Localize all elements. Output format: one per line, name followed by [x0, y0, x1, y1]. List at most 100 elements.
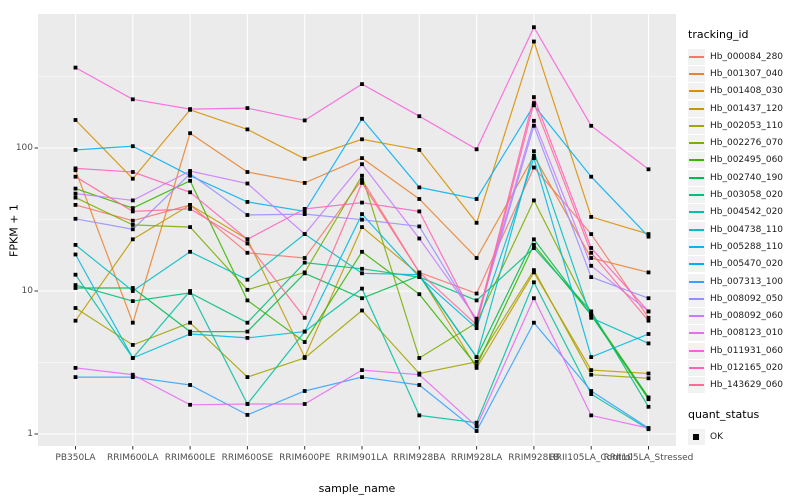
data-point [646, 167, 651, 172]
black-square-point-icon [693, 433, 699, 440]
data-point [417, 413, 422, 418]
legend-item: Hb_012165_020 [688, 359, 800, 376]
legend-key-swatch [688, 325, 705, 342]
data-point [188, 332, 192, 336]
data-point [532, 95, 536, 99]
y-tick-label: 100 [15, 142, 33, 153]
legend-color-line-icon [689, 159, 704, 162]
legend-item: Hb_002740_190 [688, 169, 800, 186]
data-point [188, 173, 192, 178]
data-point [474, 318, 479, 323]
data-point [417, 209, 422, 214]
data-point [417, 372, 422, 377]
legend-key-swatch [688, 256, 705, 273]
legend-color-line-icon [689, 228, 704, 231]
legend-item: Hb_002053_110 [688, 117, 800, 134]
data-point [589, 389, 594, 393]
data-point [245, 170, 250, 174]
data-point [245, 375, 250, 379]
data-point [589, 355, 594, 359]
data-point [532, 154, 536, 158]
data-point [302, 402, 307, 406]
legend-label: Hb_004738_110 [710, 224, 784, 235]
data-point [532, 268, 536, 272]
legend-item-quant-ok: OK [688, 428, 800, 445]
legend-key-swatch [688, 238, 705, 255]
legend-color-line-icon [689, 263, 704, 266]
data-point [188, 207, 192, 211]
legend-item: Hb_008092_050 [688, 290, 800, 307]
x-tick-label: RRIM600LA [107, 453, 159, 463]
legend-item: Hb_001307_040 [688, 65, 800, 82]
x-tick-label: PB350LA [55, 453, 96, 463]
legend-label: Hb_005288_110 [710, 241, 784, 252]
legend-title-quant-status: quant_status [688, 407, 760, 421]
legend-key-swatch [688, 308, 705, 325]
legend-color-line-icon [689, 349, 704, 352]
data-point [302, 271, 307, 276]
data-point [360, 217, 364, 222]
data-point [73, 375, 78, 379]
data-point [130, 218, 135, 223]
data-point [474, 366, 479, 370]
data-point [360, 156, 364, 160]
legend: tracking_id Hb_000084_280 Hb_001307_040 Hb… [688, 28, 800, 445]
data-point [474, 359, 479, 364]
data-point [532, 39, 536, 44]
quant-ok-key [688, 428, 705, 445]
data-point [360, 162, 364, 167]
data-point [245, 336, 250, 340]
legend-key-swatch [688, 342, 705, 359]
data-point [188, 107, 192, 111]
legend-item: Hb_002495_060 [688, 152, 800, 169]
data-point [646, 341, 651, 346]
legend-item: Hb_004542_020 [688, 204, 800, 221]
data-point [417, 114, 422, 119]
legend-item: Hb_000084_280 [688, 48, 800, 65]
data-point [188, 383, 192, 387]
quant-status-block: quant_status OK [688, 408, 800, 445]
data-point [130, 286, 135, 290]
data-point [532, 149, 536, 154]
legend-label: Hb_012165_020 [710, 362, 784, 373]
legend-item: Hb_001437_120 [688, 100, 800, 117]
data-point [188, 402, 192, 407]
x-tick-label: RRIM600LE [164, 453, 216, 463]
legend-key-swatch [688, 169, 705, 186]
data-point [360, 137, 364, 142]
legend-item: Hb_001408_030 [688, 83, 800, 100]
data-point [73, 243, 78, 247]
data-point [73, 252, 78, 257]
data-point [245, 287, 250, 292]
legend-item: Hb_004738_110 [688, 221, 800, 238]
data-point [417, 275, 422, 279]
legend-color-line-icon [689, 366, 704, 369]
data-point [360, 82, 364, 86]
data-point [589, 256, 594, 260]
x-tick-label: RRIM600SE [221, 453, 274, 463]
y-tick-label: 1 [27, 428, 33, 439]
y-axis-title: FPKM + 1 [7, 204, 21, 257]
data-point [532, 280, 536, 285]
data-point [589, 174, 594, 179]
legend-key-swatch [688, 221, 705, 238]
legend-color-line-icon [689, 194, 704, 197]
data-point [302, 256, 307, 260]
legend-color-line-icon [689, 142, 704, 145]
data-point [360, 375, 364, 379]
data-point [245, 181, 250, 186]
legend-label: Hb_004542_020 [710, 207, 784, 218]
data-point [130, 209, 135, 214]
legend-key-swatch [688, 100, 705, 117]
data-point [302, 212, 307, 216]
data-point [589, 275, 594, 279]
data-point [302, 356, 307, 360]
data-point [589, 392, 594, 396]
legend-label: Hb_002495_060 [710, 155, 784, 166]
data-point [417, 224, 422, 229]
data-point [532, 156, 536, 160]
legend-key-swatch [688, 290, 705, 307]
x-tick-label: RRIM928BA [393, 453, 446, 463]
data-point [130, 320, 135, 325]
